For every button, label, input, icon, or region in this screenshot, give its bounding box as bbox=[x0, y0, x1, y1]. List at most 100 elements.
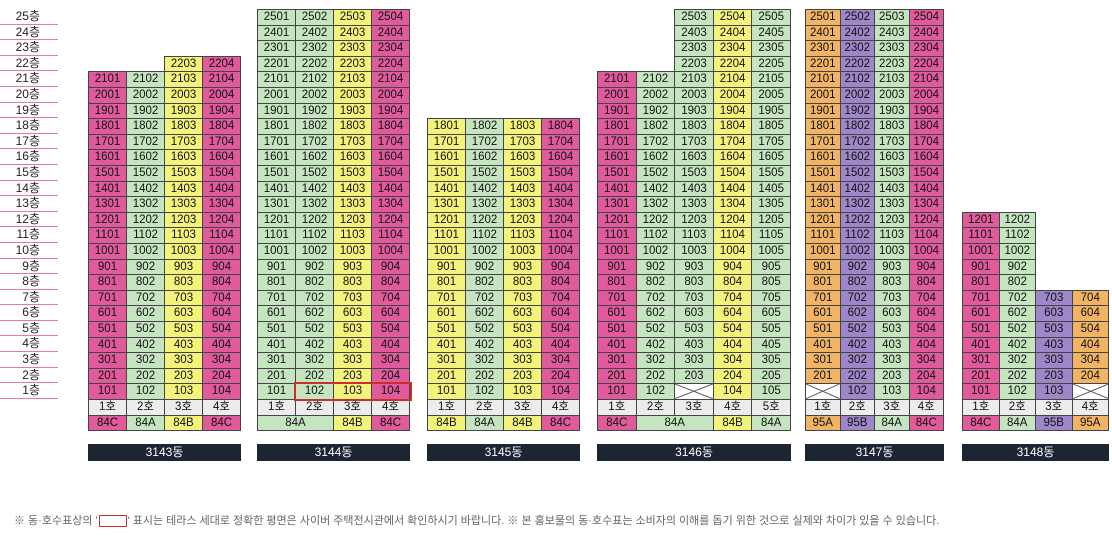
unit-cell[interactable]: 2403 bbox=[874, 24, 910, 42]
unit-cell[interactable]: 1203 bbox=[503, 211, 542, 229]
unit-cell[interactable]: 1704 bbox=[371, 133, 410, 151]
unit-cell[interactable]: 2302 bbox=[839, 40, 875, 57]
unit-cell[interactable]: 903 bbox=[674, 258, 714, 276]
unit-cell[interactable]: 402 bbox=[998, 336, 1036, 354]
unit-cell[interactable]: 1402 bbox=[635, 180, 676, 198]
unit-cell[interactable]: 1304 bbox=[202, 196, 241, 213]
unit-cell[interactable]: 1203 bbox=[333, 211, 372, 229]
unit-cell[interactable]: 2504 bbox=[908, 9, 944, 26]
unit-cell[interactable]: 1501 bbox=[257, 165, 296, 182]
unit-cell[interactable]: 2404 bbox=[908, 24, 944, 42]
unit-cell[interactable]: 1304 bbox=[712, 196, 753, 213]
unit-cell[interactable]: 802 bbox=[998, 274, 1036, 291]
unit-cell[interactable]: 2102 bbox=[126, 71, 165, 88]
unit-cell[interactable]: 1603 bbox=[874, 149, 910, 166]
unit-cell[interactable]: 203 bbox=[1035, 367, 1073, 385]
unit-cell[interactable]: 1202 bbox=[126, 211, 165, 229]
unit-cell[interactable]: 1201 bbox=[805, 211, 841, 229]
unit-cell[interactable]: 802 bbox=[839, 274, 875, 291]
unit-cell[interactable]: 1201 bbox=[257, 211, 296, 229]
unit-cell[interactable]: 2005 bbox=[751, 87, 791, 104]
unit-cell[interactable]: 1602 bbox=[465, 149, 504, 166]
unit-cell[interactable]: 1104 bbox=[202, 227, 241, 244]
unit-cell[interactable]: 1503 bbox=[333, 165, 372, 182]
unit-cell[interactable]: 1004 bbox=[908, 243, 944, 260]
unit-cell[interactable]: 104 bbox=[541, 383, 580, 400]
unit-cell[interactable]: 1303 bbox=[164, 196, 203, 213]
unit-cell[interactable]: 1102 bbox=[998, 227, 1036, 244]
unit-cell[interactable]: 1601 bbox=[88, 149, 127, 166]
unit-cell[interactable]: 104 bbox=[202, 383, 241, 400]
unit-cell[interactable]: 1103 bbox=[333, 227, 372, 244]
unit-cell[interactable]: 603 bbox=[164, 305, 203, 322]
unit-cell[interactable]: 2002 bbox=[635, 87, 676, 104]
unit-cell[interactable]: 1504 bbox=[712, 165, 753, 182]
unit-cell[interactable]: 803 bbox=[674, 274, 714, 291]
unit-cell[interactable]: 804 bbox=[908, 274, 944, 291]
unit-cell[interactable]: 501 bbox=[257, 321, 296, 338]
unit-cell[interactable]: 501 bbox=[805, 321, 841, 338]
unit-cell[interactable]: 502 bbox=[126, 321, 165, 338]
unit-cell[interactable]: 1803 bbox=[333, 118, 372, 135]
unit-cell[interactable]: 602 bbox=[998, 305, 1036, 322]
unit-cell[interactable]: 1203 bbox=[164, 211, 203, 229]
unit-cell[interactable]: 1201 bbox=[597, 211, 637, 229]
unit-cell[interactable]: 2002 bbox=[126, 87, 165, 104]
unit-cell[interactable]: 1801 bbox=[597, 118, 637, 135]
unit-cell[interactable]: 1102 bbox=[465, 227, 504, 244]
unit-cell[interactable]: 2404 bbox=[712, 24, 753, 42]
unit-cell[interactable]: 1005 bbox=[751, 243, 791, 260]
unit-cell[interactable]: 2102 bbox=[839, 71, 875, 88]
unit-cell[interactable]: 1202 bbox=[295, 211, 334, 229]
unit-cell[interactable]: 2301 bbox=[805, 40, 841, 57]
unit-cell[interactable]: 2503 bbox=[874, 9, 910, 26]
unit-cell[interactable]: 2004 bbox=[371, 87, 410, 104]
unit-cell[interactable]: 1902 bbox=[839, 102, 875, 120]
unit-cell[interactable]: 304 bbox=[712, 352, 753, 369]
unit-cell[interactable]: 1002 bbox=[126, 243, 165, 260]
unit-cell[interactable]: 1101 bbox=[88, 227, 127, 244]
unit-cell[interactable]: 2402 bbox=[295, 24, 334, 42]
unit-cell[interactable]: 2402 bbox=[839, 24, 875, 42]
unit-cell[interactable]: 1603 bbox=[333, 149, 372, 166]
unit-cell[interactable]: 1502 bbox=[295, 165, 334, 182]
unit-cell[interactable]: 302 bbox=[998, 352, 1036, 369]
unit-cell[interactable]: 904 bbox=[202, 258, 241, 276]
unit-cell[interactable]: 1201 bbox=[427, 211, 466, 229]
unit-cell[interactable]: 1401 bbox=[427, 180, 466, 198]
unit-cell[interactable]: 1302 bbox=[635, 196, 676, 213]
building-label[interactable]: 3148동 bbox=[962, 444, 1109, 461]
unit-cell[interactable]: 1703 bbox=[503, 133, 542, 151]
unit-cell[interactable]: 903 bbox=[333, 258, 372, 276]
unit-cell[interactable]: 1101 bbox=[427, 227, 466, 244]
unit-cell[interactable]: 1402 bbox=[295, 180, 334, 198]
unit-cell[interactable]: 1803 bbox=[503, 118, 542, 135]
unit-cell[interactable]: 1604 bbox=[541, 149, 580, 166]
unit-cell[interactable]: 603 bbox=[333, 305, 372, 322]
unit-cell[interactable]: 801 bbox=[257, 274, 296, 291]
unit-cell[interactable]: 1105 bbox=[751, 227, 791, 244]
unit-cell[interactable]: 804 bbox=[202, 274, 241, 291]
unit-cell[interactable]: 1502 bbox=[635, 165, 676, 182]
unit-cell[interactable]: 103 bbox=[503, 383, 542, 400]
unit-cell[interactable]: 602 bbox=[465, 305, 504, 322]
unit-cell[interactable]: 1404 bbox=[371, 180, 410, 198]
unit-cell[interactable]: 1704 bbox=[541, 133, 580, 151]
unit-cell[interactable]: 1501 bbox=[597, 165, 637, 182]
unit-cell[interactable]: 302 bbox=[635, 352, 676, 369]
unit-cell[interactable]: 1702 bbox=[465, 133, 504, 151]
unit-cell[interactable]: 201 bbox=[962, 367, 1000, 385]
unit-cell[interactable]: 2505 bbox=[751, 9, 791, 26]
unit-cell[interactable]: 2405 bbox=[751, 24, 791, 42]
unit-cell[interactable]: 402 bbox=[295, 336, 334, 354]
unit-cell[interactable]: 1004 bbox=[371, 243, 410, 260]
building-label[interactable]: 3146동 bbox=[597, 444, 791, 461]
unit-cell[interactable]: 601 bbox=[88, 305, 127, 322]
unit-cell[interactable]: 202 bbox=[126, 367, 165, 385]
unit-cell[interactable]: 1702 bbox=[839, 133, 875, 151]
unit-cell[interactable]: 1504 bbox=[908, 165, 944, 182]
unit-cell[interactable]: 504 bbox=[371, 321, 410, 338]
unit-cell[interactable]: 1401 bbox=[805, 180, 841, 198]
unit-cell[interactable]: 2503 bbox=[333, 9, 372, 26]
unit-cell[interactable]: 902 bbox=[839, 258, 875, 276]
